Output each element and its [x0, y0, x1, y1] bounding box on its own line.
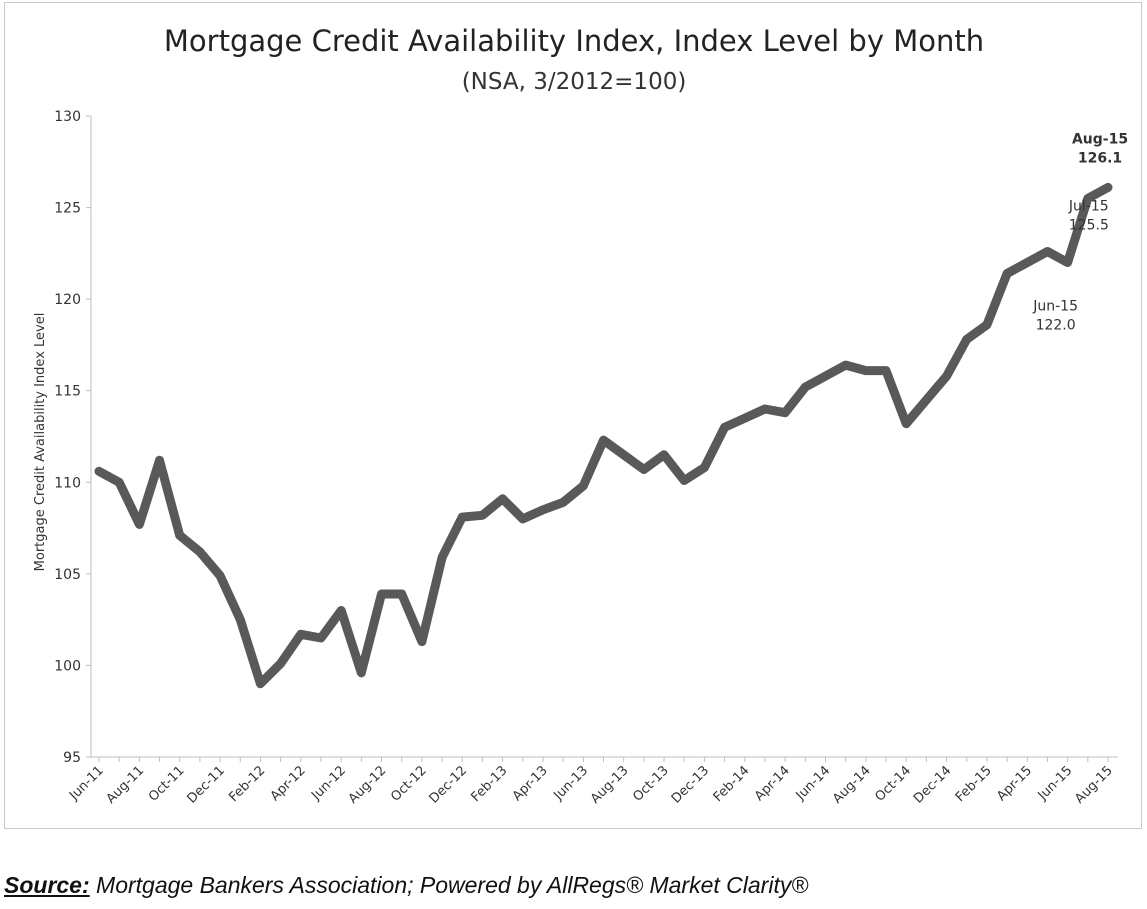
- x-tick-label: Feb-13: [469, 763, 511, 805]
- x-tick-label: Jun-13: [550, 763, 591, 804]
- series-line: [94, 182, 1113, 689]
- annotation-label: Jun-15: [1032, 299, 1078, 315]
- x-tick-label: Oct-11: [146, 763, 188, 805]
- y-axis-title: Mortgage Credit Availability Index Level: [33, 313, 48, 572]
- x-tick-label: Oct-12: [388, 763, 430, 805]
- y-tick-label: 130: [54, 109, 81, 125]
- x-tick-label: Apr-14: [752, 763, 793, 804]
- y-tick-label: 115: [54, 384, 81, 400]
- y-axis-ticks: 95 100 105 110 115 120 125 130: [54, 109, 91, 766]
- annotation-value: 122.0: [1036, 318, 1076, 334]
- x-tick-label: Apr-12: [268, 763, 309, 804]
- y-tick-label: 110: [54, 475, 81, 491]
- x-tick-label: Jun-15: [1035, 763, 1076, 804]
- x-tick-label: Aug-12: [346, 763, 390, 807]
- x-tick-label: Apr-15: [994, 763, 1035, 804]
- x-tick-label: Feb-12: [226, 763, 268, 805]
- chart-subtitle: (NSA, 3/2012=100): [462, 69, 687, 95]
- y-tick-label: 100: [54, 658, 81, 674]
- x-tick-label: Aug-14: [830, 763, 874, 807]
- y-tick-label: 120: [54, 292, 81, 308]
- x-tick-label: Feb-15: [953, 763, 995, 805]
- y-tick-label: 105: [54, 567, 81, 583]
- x-tick-label: Jun-14: [793, 763, 834, 804]
- chart-frame: Mortgage Credit Availability Index, Inde…: [4, 2, 1142, 829]
- y-tick-label: 95: [63, 750, 81, 766]
- x-tick-label: Dec-12: [427, 763, 470, 806]
- x-tick-label: Oct-13: [630, 763, 672, 805]
- x-tick-label: Dec-13: [669, 763, 712, 806]
- x-tick-label: Dec-11: [184, 763, 227, 806]
- y-tick-label: 125: [54, 201, 81, 217]
- annotation-value: 125.5: [1069, 217, 1109, 233]
- x-tick-label: Feb-14: [711, 763, 753, 805]
- source-label: Source:: [4, 872, 90, 898]
- x-tick-label: Oct-14: [873, 763, 915, 805]
- x-tick-label: Dec-14: [911, 763, 954, 806]
- x-tick-label: Aug-13: [588, 763, 632, 807]
- annotation-label: Aug-15: [1072, 131, 1128, 147]
- annotation-value: 126.1: [1078, 150, 1122, 166]
- x-tick-label: Jun-11: [66, 763, 107, 804]
- x-tick-label: Apr-13: [510, 763, 551, 804]
- source-text: Mortgage Bankers Association; Powered by…: [89, 872, 809, 898]
- x-tick-label: Aug-15: [1072, 763, 1116, 807]
- data-annotations: Aug-15 126.1 Jul-15 125.5 Jun-15 122.0: [1032, 131, 1128, 333]
- x-tick-label: Jun-12: [308, 763, 349, 804]
- x-tick-label: Aug-11: [104, 763, 148, 807]
- annotation-label: Jul-15: [1068, 198, 1109, 214]
- line-chart: Mortgage Credit Availability Index, Inde…: [33, 24, 1128, 807]
- chart-title: Mortgage Credit Availability Index, Inde…: [164, 24, 984, 58]
- source-note: Source: Mortgage Bankers Association; Po…: [4, 872, 808, 899]
